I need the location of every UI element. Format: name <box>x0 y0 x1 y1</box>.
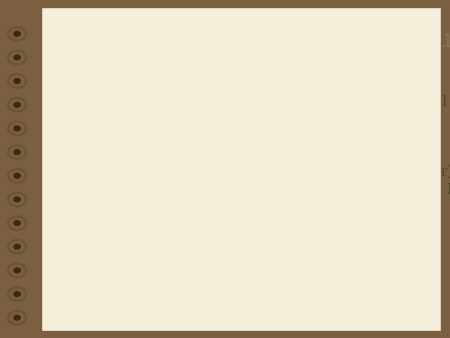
Text: resonance: resonance <box>232 217 279 226</box>
Text: The method of measurements:: The method of measurements: <box>72 78 299 92</box>
Text: a liquid: a liquid <box>93 111 148 125</box>
Text: Used for LXe calorimeter now: Used for LXe calorimeter now <box>72 150 296 164</box>
Text: capacitance 117 pf (0cm) ÷ 212 pf (160cm) 0.6 pf/cm: capacitance 117 pf (0cm) ÷ 212 pf (160cm… <box>93 180 450 194</box>
Text: Originally designed for LN: Originally designed for LN <box>72 135 271 148</box>
Text: BINP level meter for cold liquids: BINP level meter for cold liquids <box>72 29 450 52</box>
Text: at the CMD-2 detector: at the CMD-2 detector <box>255 135 427 148</box>
Text: → V: → V <box>274 211 301 225</box>
Text: change of the capacitance as function of a level of: change of the capacitance as function of… <box>93 95 450 110</box>
Text: Material: stainless steel and teflon ⇒ clean!: Material: stainless steel and teflon ⇒ c… <box>72 195 397 210</box>
Text: Electronics: conversion C → f: Electronics: conversion C → f <box>72 211 290 225</box>
Text: 2: 2 <box>245 141 252 150</box>
Text: Sensor: wire Ø1.2mm at axis of tube Ø3mm (inner): Sensor: wire Ø1.2mm at axis of tube Ø3mm… <box>72 165 450 179</box>
